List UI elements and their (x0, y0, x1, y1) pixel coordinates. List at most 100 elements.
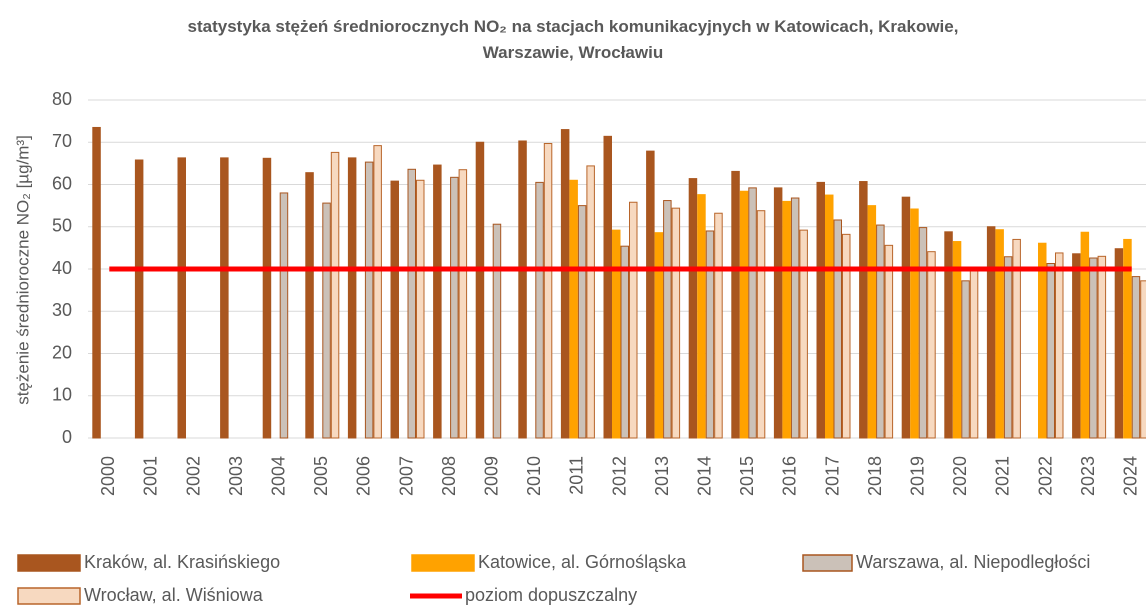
bar (577, 205, 587, 439)
legend-label: Kraków, al. Krasińskiego (84, 552, 280, 572)
bar (569, 179, 578, 439)
y-tick-label: 70 (52, 131, 72, 151)
bar (884, 244, 894, 439)
bar (560, 129, 570, 439)
x-tick-label: 2005 (311, 456, 331, 496)
bar (867, 205, 877, 439)
legend-swatch (17, 554, 81, 572)
bar (961, 280, 970, 439)
legend-label: Wrocław, al. Wiśniowa (84, 585, 264, 605)
bar (1003, 256, 1013, 439)
bar (927, 251, 936, 439)
y-tick-label: 50 (52, 216, 72, 236)
x-tick-label: 2013 (652, 456, 672, 496)
bar (799, 229, 808, 439)
x-tick-label: 2017 (822, 456, 842, 496)
bar (364, 161, 374, 439)
bar (697, 194, 706, 439)
x-tick-label: 2024 (1120, 456, 1140, 496)
x-tick-label: 2020 (950, 456, 970, 496)
bar (134, 159, 144, 439)
x-tick-label: 2022 (1035, 456, 1055, 496)
x-tick-label: 2010 (524, 456, 544, 496)
bar (458, 169, 468, 439)
bar (1114, 248, 1124, 439)
bar (305, 172, 314, 439)
bar (373, 145, 382, 439)
y-axis-label: stężenie średnioroczne NO₂ [µg/m³] (13, 135, 32, 405)
bar (586, 165, 595, 439)
x-tick-label: 2006 (354, 456, 374, 496)
bar (1131, 276, 1141, 439)
bar (322, 202, 331, 439)
bar (756, 210, 766, 439)
legend-swatch (17, 587, 81, 605)
x-tick-label: 2014 (694, 456, 714, 496)
bar (603, 135, 612, 439)
bar (825, 194, 834, 439)
bar (92, 126, 101, 439)
bar (620, 245, 629, 439)
bar (654, 232, 664, 439)
bar (262, 157, 272, 439)
bar (969, 268, 979, 439)
x-tick-label: 2019 (907, 456, 927, 496)
bar (612, 229, 621, 439)
chart-title: statystyka stężeń średniorocznych NO₂ na… (187, 17, 959, 62)
bar (1055, 252, 1064, 439)
legend-label: Katowice, al. Górnośląska (478, 552, 687, 572)
bar (330, 151, 340, 439)
legend-swatch (411, 554, 475, 572)
bar (782, 200, 791, 439)
bar (1080, 231, 1090, 439)
bar (1072, 253, 1081, 439)
y-tick-label: 40 (52, 258, 72, 278)
bar (731, 170, 740, 439)
x-tick-label: 2002 (183, 456, 203, 496)
bar (816, 181, 825, 439)
bar (773, 187, 783, 439)
bar (714, 212, 723, 439)
y-tick-label: 80 (52, 89, 72, 109)
bar (842, 233, 851, 439)
bar (535, 181, 544, 439)
y-tick-label: 60 (52, 173, 72, 193)
legend-swatch (802, 554, 853, 572)
x-tick-label: 2003 (226, 456, 246, 496)
bar (876, 224, 885, 439)
bar (986, 226, 996, 439)
legend-label: poziom dopuszczalny (465, 585, 637, 605)
bar (433, 164, 442, 439)
bar (748, 187, 757, 439)
bar (833, 219, 842, 439)
bar (629, 201, 638, 439)
bar (901, 196, 911, 439)
bar (663, 200, 672, 439)
x-tick-label: 2015 (737, 456, 757, 496)
bar (177, 157, 186, 439)
legend-label: Warszawa, al. Niepodległości (856, 552, 1090, 572)
x-tick-label: 2016 (780, 456, 800, 496)
bar (1097, 255, 1107, 439)
bar (475, 141, 485, 439)
bar (416, 179, 425, 439)
bar (220, 157, 229, 439)
x-tick-label: 2004 (268, 456, 288, 496)
bar (739, 190, 749, 439)
bar (995, 229, 1004, 439)
bar (910, 208, 919, 439)
bar (1038, 242, 1047, 439)
bar (952, 241, 962, 439)
bar (1012, 238, 1021, 439)
bar (944, 231, 953, 439)
bar (671, 207, 681, 439)
bar (407, 168, 416, 439)
x-tick-label: 2001 (141, 456, 161, 496)
x-tick-label: 2000 (98, 456, 118, 496)
bar (790, 197, 800, 439)
bar (646, 150, 655, 439)
bar (1140, 280, 1146, 439)
x-tick-label: 2007 (396, 456, 416, 496)
bar (859, 181, 868, 439)
